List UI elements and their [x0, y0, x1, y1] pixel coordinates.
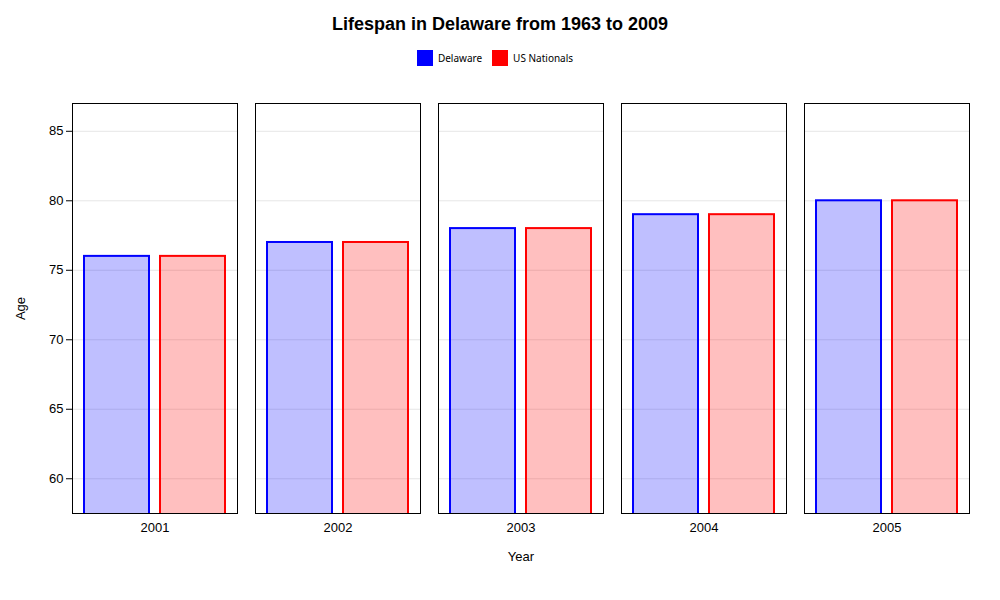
html-text:Lifespan in Delaware from 1963: Lifespan in Delaware from 1963 to 2009 — [331, 14, 669, 34]
svg-text:65: 65 — [49, 401, 63, 416]
svg-text:2005: 2005 — [873, 520, 902, 535]
svg-text:Year: Year — [508, 549, 535, 564]
svg-text:85: 85 — [49, 123, 63, 138]
html-text:US Nationals: US Nationals — [513, 50, 574, 65]
svg-text:2001: 2001 — [141, 520, 170, 535]
svg-text:60: 60 — [49, 471, 63, 486]
svg-text:70: 70 — [49, 332, 63, 347]
svg-text:2003: 2003 — [507, 520, 536, 535]
svg-text:Age: Age — [13, 297, 28, 320]
svg-text:75: 75 — [49, 262, 63, 277]
svg-text:2002: 2002 — [324, 520, 353, 535]
html-text:Delaware: Delaware — [437, 50, 483, 65]
svg-text:2004: 2004 — [690, 520, 719, 535]
svg-text:80: 80 — [49, 193, 63, 208]
